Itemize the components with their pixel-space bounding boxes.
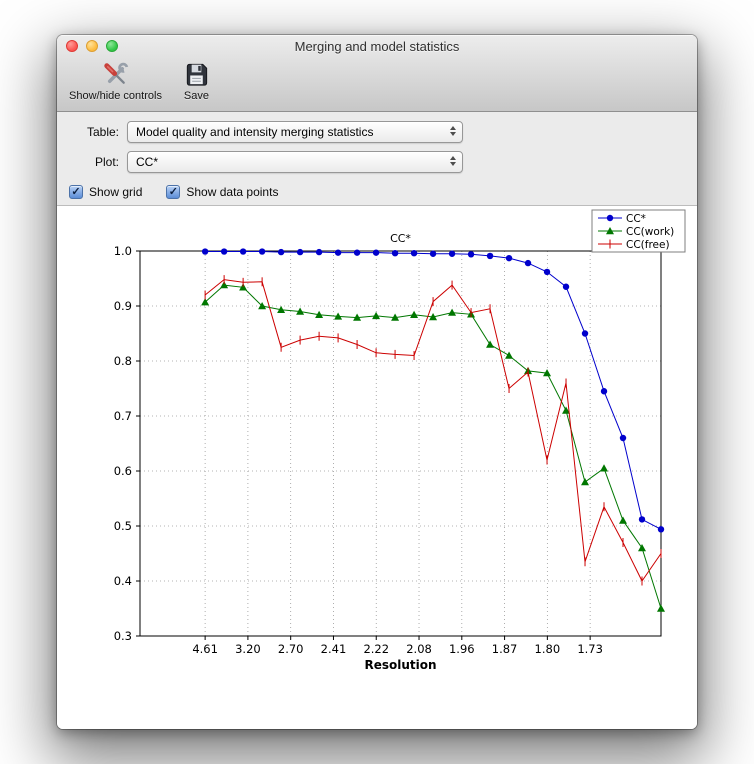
table-label: Table: xyxy=(86,125,119,139)
show-data-points-label: Show data points xyxy=(186,185,279,199)
axes-frame xyxy=(139,250,662,637)
show-hide-controls-button[interactable]: Show/hide controls xyxy=(69,60,162,102)
legend-label: CC(work) xyxy=(626,226,674,238)
show-hide-controls-label: Show/hide controls xyxy=(69,90,162,102)
toolbar: Show/hide controls Save xyxy=(57,57,697,102)
popup-arrows-icon xyxy=(450,156,456,166)
titlebar[interactable]: Merging and model statistics xyxy=(57,35,697,57)
zoom-button[interactable] xyxy=(106,40,118,52)
x-tick-label: 1.80 xyxy=(535,642,561,656)
series-CC(work) xyxy=(201,281,665,612)
save-button[interactable]: Save xyxy=(182,60,211,102)
series-CC(free) xyxy=(204,275,662,586)
y-tick-label: 0.5 xyxy=(114,519,132,533)
y-tick-label: 0.4 xyxy=(114,574,132,588)
tools-icon xyxy=(104,62,129,84)
checkbox-check-icon: ✓ xyxy=(166,185,181,199)
show-grid-label: Show grid xyxy=(89,185,143,199)
show-grid-checkbox[interactable]: ✓ Show grid xyxy=(69,185,142,199)
save-icon xyxy=(186,63,208,86)
table-row: Table: Model quality and intensity mergi… xyxy=(67,121,697,143)
chart-title: CC* xyxy=(390,232,411,245)
x-tick-label: 1.73 xyxy=(577,642,603,656)
axis-ticks: 0.3 0.4 0.5 0.6 0.7 0.8 0.9 1.0 4.61 3.20 2.70 2.41… xyxy=(114,244,603,656)
y-tick-label: 0.3 xyxy=(114,629,132,643)
chart-legend: CC*CC(work)CC(free) xyxy=(591,209,686,253)
show-data-points-checkbox[interactable]: ✓ Show data points xyxy=(166,185,278,199)
grid xyxy=(140,250,661,637)
traffic-lights xyxy=(66,40,118,52)
x-tick-label: 2.41 xyxy=(321,642,347,656)
checkbox-check-icon: ✓ xyxy=(69,185,83,199)
popup-arrows-icon xyxy=(450,126,456,136)
x-tick-label: 1.87 xyxy=(492,642,518,656)
chart-area: 0.3 0.4 0.5 0.6 0.7 0.8 0.9 1.0 4.61 3.20 2.70 2.41… xyxy=(57,206,697,729)
chart-svg: 0.3 0.4 0.5 0.6 0.7 0.8 0.9 1.0 4.61 3.20 2.70 2.41… xyxy=(114,209,686,672)
x-tick-label: 3.20 xyxy=(235,642,261,656)
y-tick-label: 0.9 xyxy=(114,299,132,313)
chart-xlabel: Resolution xyxy=(364,658,436,672)
x-tick-label: 2.08 xyxy=(406,642,432,656)
table-select[interactable]: Model quality and intensity merging stat… xyxy=(127,121,463,143)
table-select-value: Model quality and intensity merging stat… xyxy=(136,125,374,139)
close-button[interactable] xyxy=(66,40,78,52)
y-tick-label: 1.0 xyxy=(114,244,132,258)
x-tick-label: 4.61 xyxy=(192,642,218,656)
x-tick-label: 2.70 xyxy=(278,642,304,656)
y-tick-label: 0.6 xyxy=(114,464,132,478)
y-tick-label: 0.8 xyxy=(114,354,132,368)
plot-select-value: CC* xyxy=(136,155,159,169)
minimize-button[interactable] xyxy=(86,40,98,52)
window: Merging and model statistics Show/hide c… xyxy=(57,35,697,729)
plot-label: Plot: xyxy=(94,155,119,169)
plot-select[interactable]: CC* xyxy=(127,151,463,173)
legend-label: CC* xyxy=(626,213,646,225)
legend-label: CC(free) xyxy=(626,239,670,251)
window-title: Merging and model statistics xyxy=(294,39,460,54)
controls-panel: Table: Model quality and intensity mergi… xyxy=(57,112,697,206)
y-tick-label: 0.7 xyxy=(114,409,132,423)
x-tick-label: 1.96 xyxy=(449,642,475,656)
x-tick-label: 2.22 xyxy=(363,642,389,656)
series-CC* xyxy=(201,248,665,533)
checkbox-row: ✓ Show grid ✓ Show data points xyxy=(69,181,697,203)
plot-row: Plot: CC* xyxy=(67,151,697,173)
save-label: Save xyxy=(183,90,209,102)
window-header: Merging and model statistics Show/hide c… xyxy=(57,35,697,112)
